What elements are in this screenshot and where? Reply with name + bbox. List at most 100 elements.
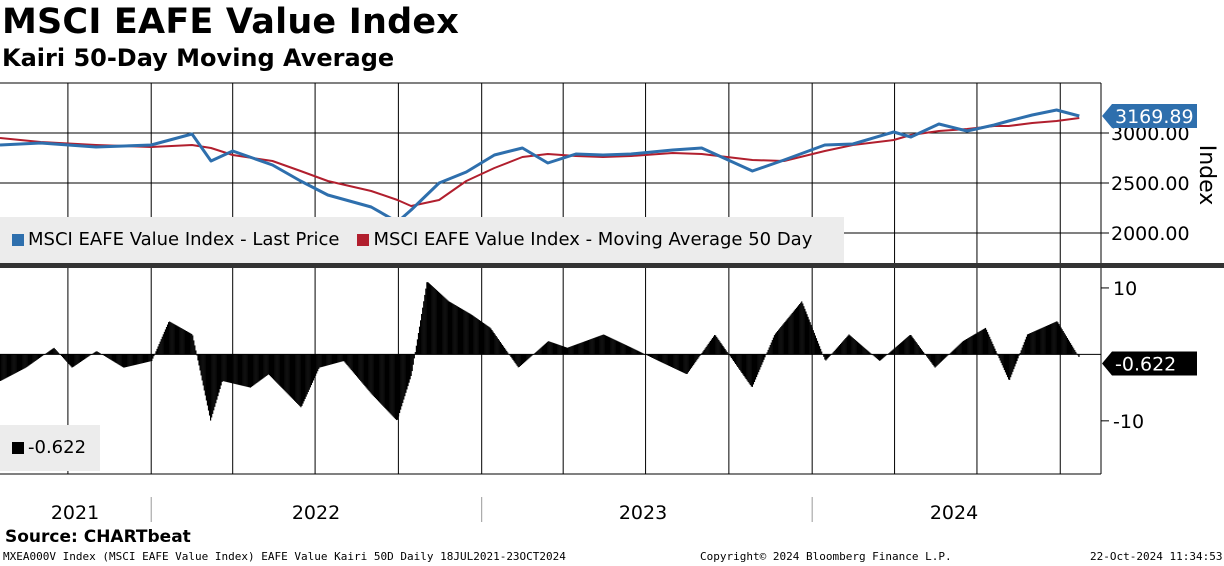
kairi-bar-540 xyxy=(567,347,569,355)
kairi-bar-60 xyxy=(63,354,65,359)
kairi-bar-991 xyxy=(1040,328,1042,355)
kairi-bar-472 xyxy=(495,335,497,355)
kairi-bar-264 xyxy=(277,354,279,384)
kairi-bar-71 xyxy=(74,354,76,366)
kairi-bar-207 xyxy=(217,354,219,397)
kairi-bar-720 xyxy=(756,354,758,378)
kairi-bar-566 xyxy=(594,337,596,355)
kairi-bar-277 xyxy=(290,354,293,398)
kairi-bar-874 xyxy=(917,344,919,355)
kairi-bar-1000 xyxy=(1050,324,1052,355)
kairi-bar-64 xyxy=(67,354,69,363)
kairi-bar-758 xyxy=(795,307,798,355)
kairi-bar-541 xyxy=(568,347,570,355)
kairi-bar-423 xyxy=(444,297,446,355)
kairi-bar-470 xyxy=(493,333,495,355)
kairi-bar-994 xyxy=(1043,326,1045,355)
kairi-bar-909 xyxy=(954,348,956,355)
kairi-bar-868 xyxy=(911,336,913,355)
kairi-bar-352 xyxy=(369,354,371,393)
kairi-bar-309 xyxy=(324,354,326,367)
kairi-bar-648 xyxy=(680,354,682,372)
kairi-bar-535 xyxy=(561,345,563,355)
kairi-bar-509 xyxy=(534,352,536,355)
kairi-bar-572 xyxy=(600,335,602,355)
kairi-bar-1010 xyxy=(1060,327,1062,355)
kairi-bar-499 xyxy=(523,354,526,363)
kairi-bar-109 xyxy=(114,354,116,363)
kairi-bar-287 xyxy=(301,354,303,406)
kairi-bar-522 xyxy=(548,341,550,355)
kairi-bar-1014 xyxy=(1064,334,1066,355)
kairi-bar-2 xyxy=(2,354,4,380)
kairi-bar-970 xyxy=(1018,354,1020,356)
kairi-bar-424 xyxy=(445,298,447,355)
kairi-bar-999 xyxy=(1048,324,1051,355)
kairi-bar-517 xyxy=(542,345,545,355)
kairi-bar-862 xyxy=(905,338,907,355)
kairi-bar-366 xyxy=(384,354,386,408)
kairi-bar-628 xyxy=(659,354,661,362)
kairi-bar-43 xyxy=(45,353,47,355)
kairi-bar-187 xyxy=(196,354,198,356)
kairi-bar-39 xyxy=(40,354,43,357)
kairi-bar-788 xyxy=(827,354,829,359)
kairi-bar-24 xyxy=(25,354,27,368)
kairi-bar-941 xyxy=(988,334,990,355)
kairi-bar-118 xyxy=(123,354,126,368)
kairi-bar-107 xyxy=(112,354,114,362)
kairi-bar-506 xyxy=(531,354,533,356)
kairi-bar-794 xyxy=(833,351,835,355)
kairi-bar-249 xyxy=(261,354,263,380)
kairi-bar-17 xyxy=(17,354,20,372)
kairi-bar-1026 xyxy=(1077,354,1079,356)
kairi-bar-760 xyxy=(798,305,800,355)
kairi-bar-677 xyxy=(710,339,713,355)
kairi-bar-1012 xyxy=(1062,331,1064,355)
kairi-bar-228 xyxy=(239,354,241,386)
kairi-bar-747 xyxy=(784,321,786,355)
kairi-bar-865 xyxy=(908,335,910,355)
kairi-bar-340 xyxy=(357,354,359,378)
kairi-bar-90 xyxy=(94,352,96,355)
kairi-bar-593 xyxy=(622,343,624,355)
kairi-bar-382 xyxy=(401,354,403,407)
kairi-bar-584 xyxy=(613,339,615,355)
kairi-bar-570 xyxy=(598,336,600,355)
kairi-bar-813 xyxy=(853,338,855,355)
kairi-bar-840 xyxy=(882,354,884,359)
kairi-bar-445 xyxy=(467,312,469,355)
kairi-bar-146 xyxy=(153,354,155,357)
kairi-bar-449 xyxy=(471,314,473,355)
kairi-bar-1027 xyxy=(1078,354,1080,358)
kairi-bar-926 xyxy=(972,335,974,355)
kairi-bar-901 xyxy=(946,354,948,357)
kairi-bar-918 xyxy=(963,340,966,355)
kairi-bar-174 xyxy=(182,329,184,355)
kairi-bar-587 xyxy=(616,340,618,355)
kairi-bar-474 xyxy=(497,338,499,355)
upper-legend: MSCI EAFE Value Index - Last Price MSCI E… xyxy=(0,217,844,263)
kairi-bar-876 xyxy=(919,347,921,355)
kairi-bar-709 xyxy=(744,354,746,378)
kairi-bar-696 xyxy=(730,354,732,358)
kairi-bar-744 xyxy=(781,325,783,355)
kairi-bar-224 xyxy=(235,354,237,385)
kairi-bar-698 xyxy=(732,354,735,361)
kairi-bar-764 xyxy=(802,303,804,355)
kairi-bar-590 xyxy=(619,342,621,355)
kairi-bar-278 xyxy=(291,354,294,399)
kairi-bar-694 xyxy=(728,354,730,355)
kairi-bar-861 xyxy=(904,339,906,355)
kairi-bar-417 xyxy=(437,291,440,355)
kairi-bar-931 xyxy=(977,332,979,355)
kairi-bar-1018 xyxy=(1068,341,1071,355)
kairi-bar-216 xyxy=(226,354,228,383)
kairi-bar-524 xyxy=(550,341,552,355)
kairi-bar-325 xyxy=(341,354,343,362)
kairi-bar-619 xyxy=(649,354,652,357)
kairi-bar-48 xyxy=(50,349,52,355)
kairi-bar-818 xyxy=(858,343,861,355)
kairi-bar-369 xyxy=(387,354,389,412)
kairi-bar-785 xyxy=(824,354,826,360)
